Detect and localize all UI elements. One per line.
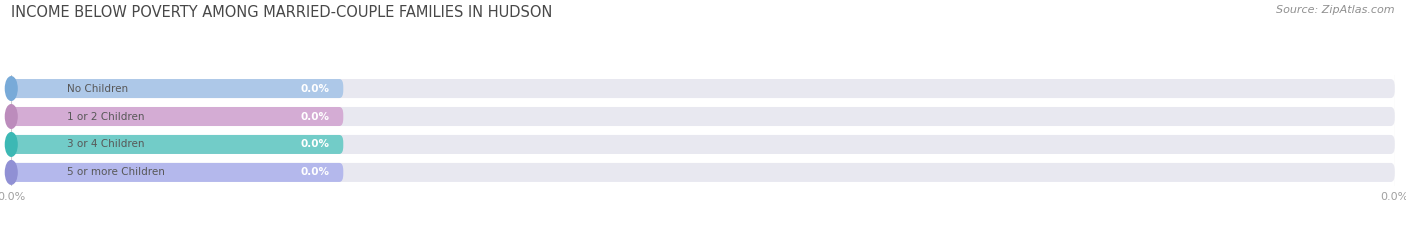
FancyBboxPatch shape bbox=[11, 135, 1395, 154]
FancyBboxPatch shape bbox=[11, 107, 343, 126]
Text: 0.0%: 0.0% bbox=[301, 140, 329, 149]
FancyBboxPatch shape bbox=[11, 163, 1395, 182]
FancyBboxPatch shape bbox=[11, 107, 1395, 126]
FancyBboxPatch shape bbox=[11, 79, 1395, 98]
FancyBboxPatch shape bbox=[11, 163, 343, 182]
Text: 0.0%: 0.0% bbox=[301, 112, 329, 121]
FancyBboxPatch shape bbox=[11, 79, 343, 98]
Text: Source: ZipAtlas.com: Source: ZipAtlas.com bbox=[1277, 5, 1395, 15]
Circle shape bbox=[6, 133, 17, 156]
Text: 0.0%: 0.0% bbox=[301, 84, 329, 93]
Text: 1 or 2 Children: 1 or 2 Children bbox=[66, 112, 143, 121]
Text: 0.0%: 0.0% bbox=[301, 168, 329, 177]
FancyBboxPatch shape bbox=[11, 135, 343, 154]
Circle shape bbox=[6, 161, 17, 184]
Text: 3 or 4 Children: 3 or 4 Children bbox=[66, 140, 143, 149]
Text: 5 or more Children: 5 or more Children bbox=[66, 168, 165, 177]
Circle shape bbox=[6, 77, 17, 100]
Text: INCOME BELOW POVERTY AMONG MARRIED-COUPLE FAMILIES IN HUDSON: INCOME BELOW POVERTY AMONG MARRIED-COUPL… bbox=[11, 5, 553, 20]
Circle shape bbox=[6, 105, 17, 128]
Text: No Children: No Children bbox=[66, 84, 128, 93]
